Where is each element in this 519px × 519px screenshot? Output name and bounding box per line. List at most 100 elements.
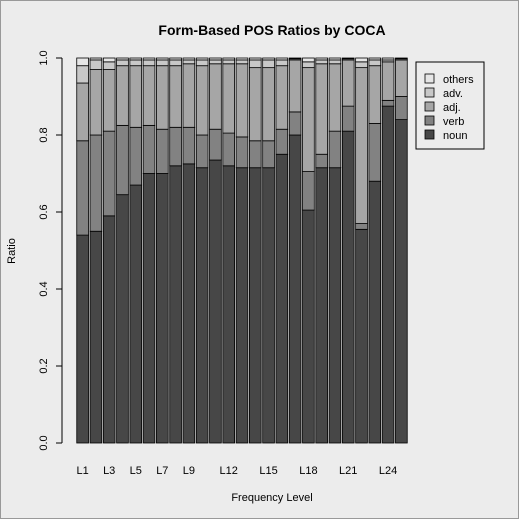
bar-L16-adj [275,65,289,130]
bar-L6-noun [142,173,156,444]
bar-L5-adv [129,59,143,67]
x-tick-label: L1 [77,465,89,477]
bar-L3-noun [102,215,116,444]
bar-L1-others [76,57,89,67]
bar-L21-noun [341,130,355,444]
bar-L15-adj [262,67,275,142]
legend-label-noun: noun [443,130,467,142]
bar-L4-adv [116,59,129,67]
bar-L12-noun [222,165,236,444]
bar-L18-verb [302,171,315,211]
bar-L23-adj [368,65,382,124]
bar-L1-noun [76,234,89,444]
y-axis-label: Ratio [6,238,18,264]
bar-L10-noun [195,167,209,444]
x-axis-label: Frequency Level [231,492,312,504]
bar-L22-verb [355,223,368,230]
bar-L2-verb [89,134,103,232]
bar-L2-adv [89,59,103,70]
legend: others adv. adj. verb noun [415,61,485,150]
bar-L2-others [89,57,103,61]
x-tick-label: L18 [299,465,317,477]
y-tick-label: 0.4 [38,281,50,296]
bar-L7-others [156,57,169,61]
bar-L25-others [395,57,408,60]
bar-L18-noun [302,209,315,444]
bar-L25-noun [395,119,408,444]
bar-L15-adv [262,59,275,69]
bar-L22-others [355,57,368,63]
bar-L17-noun [288,134,302,444]
bar-L7-adv [156,59,169,67]
bar-L6-others [142,57,156,61]
bar-L6-verb [142,124,156,174]
bar-L14-verb [248,140,262,169]
bar-L5-verb [129,126,143,186]
bar-L12-verb [222,132,236,167]
bar-L21-adj [341,59,355,107]
legend-label-adj: adj. [443,102,461,114]
legend-swatch-adj [424,101,435,112]
x-tick-label: L7 [156,465,168,477]
bar-L4-adj [116,65,129,126]
legend-label-others: others [443,74,474,86]
bar-L20-others [328,57,342,61]
bar-L6-adv [142,59,156,67]
bar-L6-adj [142,65,156,126]
x-tick-label: L21 [339,465,357,477]
bar-L8-adj [169,65,182,128]
bar-L24-others [381,57,395,61]
bar-L19-noun [315,167,328,444]
bar-L16-noun [275,153,289,444]
bar-L12-adj [222,63,236,134]
y-tick-label: 0.0 [38,435,50,450]
bar-L10-verb [195,134,209,169]
bar-L7-adj [156,65,169,130]
bar-L19-adv [315,59,328,65]
x-tick-label: L12 [220,465,238,477]
bars-group [76,57,408,444]
bar-L20-adv [328,59,342,65]
bar-L13-adj [235,63,249,138]
bar-L17-verb [288,111,302,136]
bar-L11-noun [209,159,222,444]
bar-L10-adj [195,65,209,136]
legend-swatch-verb [424,115,435,126]
bar-L8-others [169,57,182,61]
bar-L24-adj [381,61,395,101]
bar-L14-others [248,57,262,61]
y-tick-label: 0.8 [38,127,50,142]
bar-L10-adv [195,59,209,67]
bar-L20-verb [328,130,342,169]
bar-L18-adv [302,61,315,69]
bar-L13-adv [235,59,249,65]
bar-L9-noun [182,163,196,444]
bar-L25-verb [395,96,408,121]
bar-L11-adj [209,63,222,130]
bar-L8-adv [169,59,182,67]
legend-label-adv: adv. [443,88,463,100]
bar-L5-noun [129,184,143,444]
bar-L18-adj [302,67,315,172]
bar-L23-others [368,57,382,61]
bar-L15-noun [262,167,275,444]
bar-L14-noun [248,167,262,444]
bar-L24-noun [381,105,395,444]
bar-L5-adj [129,65,143,128]
bar-L1-verb [76,140,89,236]
bar-L16-verb [275,128,289,155]
x-tick-label: L5 [130,465,142,477]
bar-L25-adj [395,59,408,97]
bar-L19-others [315,57,328,61]
bar-L17-others [288,57,302,60]
bar-L4-verb [116,124,129,196]
bar-L22-adj [355,67,368,224]
bar-L9-verb [182,126,196,165]
legend-swatch-adv [424,87,435,98]
bar-L24-verb [381,99,395,107]
bar-L13-verb [235,136,249,169]
bar-L7-verb [156,128,169,174]
bar-L5-others [129,57,143,61]
bar-L11-adv [209,59,222,65]
